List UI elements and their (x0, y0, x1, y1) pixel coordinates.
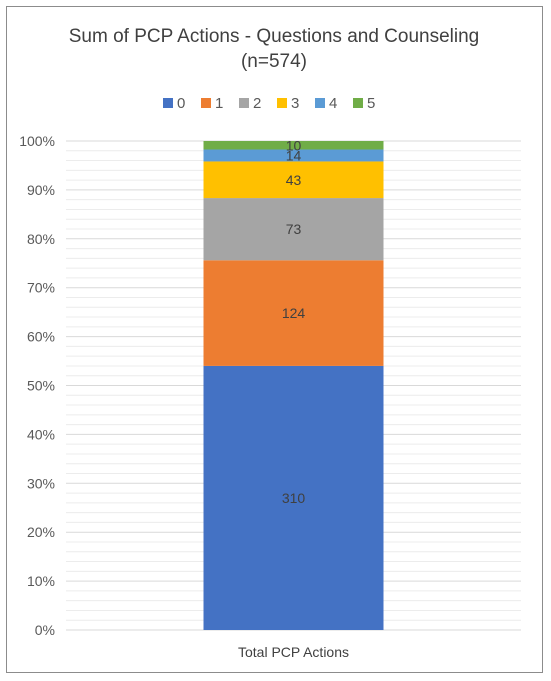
bar-segment (203, 141, 384, 150)
y-tick-label: 0% (35, 622, 55, 638)
y-tick-label: 50% (27, 378, 55, 394)
y-tick-label: 60% (27, 329, 55, 345)
data-label: 10 (286, 137, 302, 153)
y-tick-label: 80% (27, 231, 55, 247)
y-tick-label: 70% (27, 280, 55, 296)
chart-subtitle: (n=574) (241, 51, 307, 72)
y-tick-label: 40% (27, 426, 55, 442)
legend-swatch (353, 98, 363, 108)
legend-label: 1 (215, 95, 223, 112)
chart-title: Sum of PCP Actions - Questions and Couns… (69, 26, 480, 47)
data-label: 310 (282, 490, 306, 506)
legend-label: 2 (253, 95, 261, 112)
data-label: 124 (282, 305, 306, 321)
legend-label: 0 (177, 95, 185, 112)
legend-swatch (277, 98, 287, 108)
bar-segment (203, 198, 384, 261)
legend-swatch (315, 98, 325, 108)
x-category-label: Total PCP Actions (238, 644, 349, 660)
legend-label: 3 (291, 95, 299, 112)
data-label: 73 (286, 221, 302, 237)
bar-segment (203, 161, 384, 199)
legend-label: 4 (329, 95, 337, 112)
legend-swatch (163, 98, 173, 108)
bar-segment (203, 149, 384, 162)
legend-swatch (239, 98, 249, 108)
bar-segment (203, 365, 384, 630)
x-axis: Total PCP Actions (238, 644, 349, 660)
y-tick-label: 20% (27, 524, 55, 540)
y-tick-label: 30% (27, 475, 55, 491)
legend-swatch (201, 98, 211, 108)
legend: 0 1 2 3 4 5 (163, 95, 375, 112)
legend-label: 5 (367, 95, 375, 112)
data-label: 14 (286, 147, 302, 163)
y-tick-label: 90% (27, 182, 55, 198)
y-tick-label: 100% (19, 133, 55, 149)
y-axis: 0% 10% 20% 30% 40% 50% 60% 70% 80% 90% 100% (19, 133, 55, 638)
bar-segment (203, 260, 384, 366)
y-tick-label: 10% (27, 573, 55, 589)
data-label: 43 (286, 172, 302, 188)
